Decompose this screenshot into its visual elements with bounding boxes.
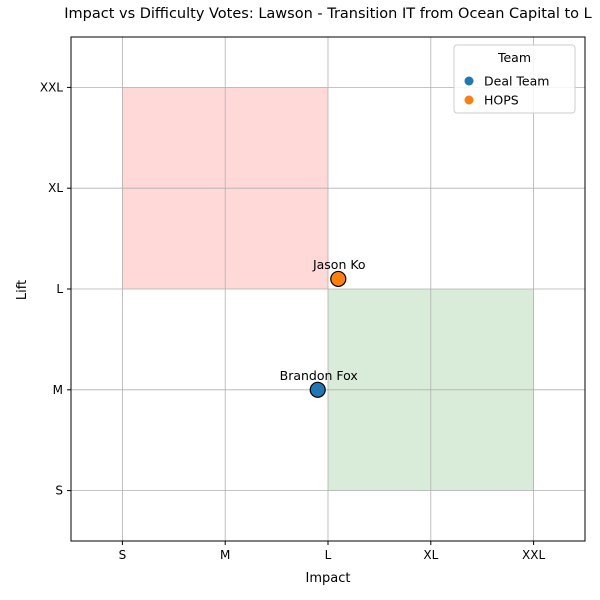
legend: Team Deal Team HOPS (453, 44, 576, 114)
x-tick-label: L (325, 548, 332, 562)
x-tick-label: M (220, 548, 230, 562)
x-axis-label: Impact (306, 571, 351, 586)
y-tick-label: M (53, 383, 63, 397)
legend-entry-label: HOPS (484, 93, 519, 108)
y-tick-label: S (55, 484, 63, 498)
legend-marker (464, 95, 474, 105)
x-tick-label: S (119, 548, 127, 562)
point-label: Brandon Fox (280, 368, 358, 383)
x-tick-label: XL (423, 548, 438, 562)
x-tick-label: XXL (522, 548, 545, 562)
legend-marker (464, 76, 474, 86)
y-tick-label: L (56, 282, 63, 296)
y-axis-label: Lift (15, 280, 30, 300)
plot-area: S M L XL XXL S M L XL XXL Brandon Fox Jason Ko Team D… (40, 36, 586, 562)
legend-box (453, 44, 576, 114)
chart-title: Impact vs Difficulty Votes: Lawson - Tra… (64, 6, 592, 22)
data-point (309, 381, 326, 398)
y-tick-label: XL (48, 181, 63, 195)
data-point (330, 270, 347, 288)
y-tick-label: XXL (40, 80, 63, 94)
point-label: Jason Ko (312, 257, 366, 272)
legend-title: Team (497, 50, 531, 65)
legend-entry-label: Deal Team (484, 74, 549, 89)
